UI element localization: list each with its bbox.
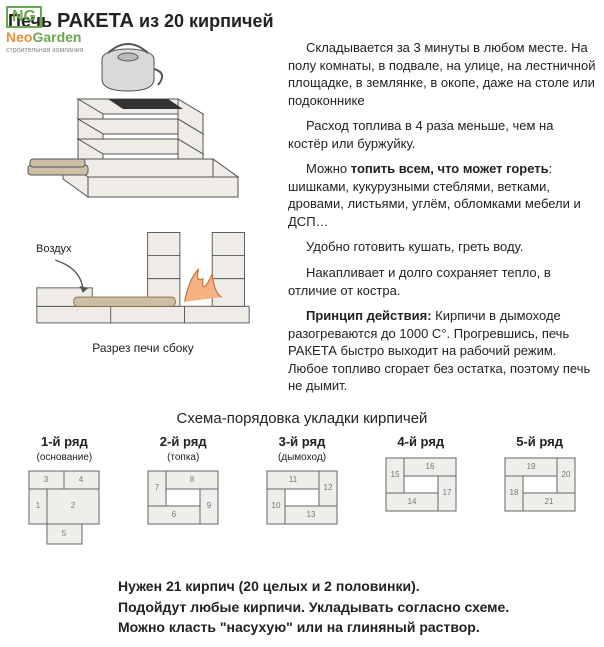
- paragraph-5: Накапливает и долго сохраняет тепло, в о…: [288, 264, 596, 299]
- footer-line-1: Нужен 21 кирпич (20 целых и 2 половинки)…: [118, 578, 420, 594]
- row-1-svg: 3 4 1 2 5: [24, 466, 104, 566]
- row-5: 5-й ряд 19 20 18 21: [483, 433, 596, 571]
- diagrams-column: Воздух: [8, 39, 278, 403]
- row-2: 2-й ряд (топка) 7 8 9 6: [127, 433, 240, 571]
- svg-text:2: 2: [71, 501, 76, 510]
- svg-text:5: 5: [62, 529, 67, 538]
- svg-text:6: 6: [172, 510, 177, 519]
- svg-text:21: 21: [544, 497, 553, 506]
- svg-text:11: 11: [289, 475, 298, 484]
- top-section: Воздух: [8, 39, 596, 403]
- row-1: 1-й ряд (основание) 3 4 1 2 5: [8, 433, 121, 571]
- stove-3d-diagram: [8, 39, 278, 214]
- footer-line-3: Можно класть "насухую" или на глиняный р…: [118, 619, 480, 635]
- svg-text:16: 16: [425, 462, 434, 471]
- stove-side-diagram: Воздух: [8, 214, 278, 357]
- row-5-svg: 19 20 18 21: [500, 453, 580, 553]
- row-3: 3-й ряд (дымоход) 11 12 10 13: [246, 433, 359, 571]
- svg-text:18: 18: [509, 488, 518, 497]
- footer-line-2a: Подойдут любые кирпичи.: [118, 599, 309, 615]
- svg-text:9: 9: [207, 501, 212, 510]
- row-4-title: 4-й ряд: [397, 434, 444, 449]
- svg-text:13: 13: [307, 510, 316, 519]
- logo-brand-2: Garden: [32, 29, 81, 45]
- row-4-svg: 15 16 17 14: [381, 453, 461, 553]
- p3-pre: Можно: [306, 161, 351, 176]
- svg-text:15: 15: [390, 470, 399, 479]
- paragraph-3: Можно топить всем, что может гореть: шиш…: [288, 160, 596, 230]
- side-diagram-caption: Разрез печи сбоку: [8, 340, 278, 356]
- footer-notes: Нужен 21 кирпич (20 целых и 2 половинки)…: [118, 577, 596, 638]
- page-title: Печь РАКЕТА из 20 кирпичей: [8, 8, 596, 35]
- air-label: Воздух: [36, 242, 72, 257]
- svg-text:7: 7: [155, 483, 160, 492]
- row-3-svg: 11 12 10 13: [262, 466, 342, 566]
- row-4: 4-й ряд 15 16 17 14: [364, 433, 477, 571]
- svg-text:4: 4: [79, 475, 84, 484]
- scheme-title: Схема-порядовка укладки кирпичей: [8, 409, 596, 429]
- svg-text:12: 12: [324, 483, 333, 492]
- logo: NG NeoGarden строительная компания: [6, 6, 84, 56]
- title-post: из 20 кирпичей: [134, 11, 274, 31]
- row-5-title: 5-й ряд: [516, 434, 563, 449]
- logo-initials: NG: [6, 6, 42, 28]
- paragraph-6: Принцип действия: Кирпичи в дымоходе раз…: [288, 307, 596, 395]
- row-1-title: 1-й ряд: [41, 434, 88, 449]
- p6-bold: Принцип действия:: [306, 308, 432, 323]
- footer-line-2b: Укладывать согласно схеме.: [309, 599, 509, 615]
- row-3-title: 3-й ряд: [279, 434, 326, 449]
- svg-text:17: 17: [442, 488, 451, 497]
- paragraph-2: Расход топлива в 4 раза меньше, чем на к…: [288, 117, 596, 152]
- text-column: Складывается за 3 минуты в любом месте. …: [288, 39, 596, 403]
- svg-text:3: 3: [44, 475, 49, 484]
- row-2-svg: 7 8 9 6: [143, 466, 223, 566]
- svg-text:19: 19: [526, 462, 535, 471]
- paragraph-4: Удобно готовить кушать, греть воду.: [288, 238, 596, 256]
- logo-brand-1: Neo: [6, 29, 32, 45]
- svg-text:8: 8: [190, 475, 195, 484]
- row-3-sub: (дымоход): [246, 451, 359, 465]
- svg-text:20: 20: [561, 470, 570, 479]
- svg-text:14: 14: [407, 497, 416, 506]
- row-1-sub: (основание): [8, 451, 121, 465]
- svg-text:1: 1: [36, 501, 41, 510]
- p3-bold: топить всем, что может гореть: [351, 161, 549, 176]
- logo-sub: строительная компания: [6, 46, 84, 55]
- brick-rows: 1-й ряд (основание) 3 4 1 2 5 2-й ряд (т…: [8, 433, 596, 571]
- svg-text:10: 10: [272, 501, 281, 510]
- row-2-sub: (топка): [127, 451, 240, 465]
- paragraph-1: Складывается за 3 минуты в любом месте. …: [288, 39, 596, 109]
- row-2-title: 2-й ряд: [160, 434, 207, 449]
